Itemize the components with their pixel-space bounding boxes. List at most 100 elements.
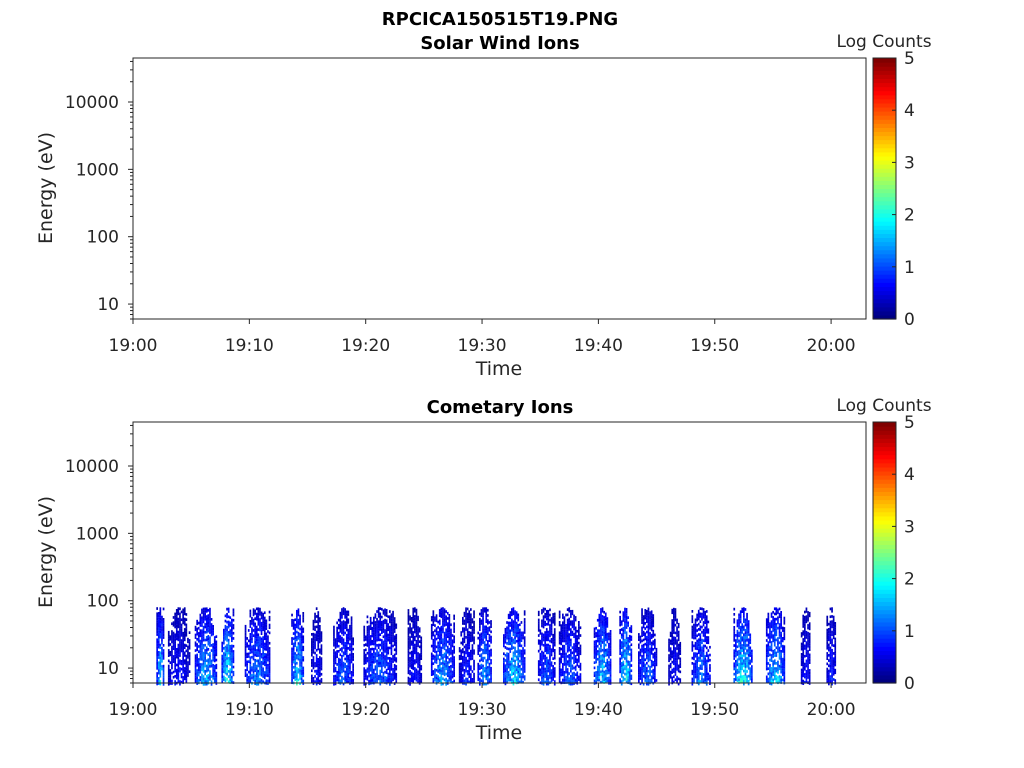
burst-cell [172, 655, 175, 658]
burst-cell [435, 629, 438, 633]
burst-cell [172, 675, 175, 679]
burst-cell [445, 680, 447, 684]
burst-cell [650, 628, 653, 632]
burst-cell [704, 616, 706, 619]
burst-cell [562, 652, 564, 656]
burst-cell [336, 655, 338, 658]
burst-cell [440, 633, 443, 637]
burst-cell [627, 663, 629, 666]
burst [638, 607, 658, 686]
burst-cell [622, 671, 625, 674]
burst-cell [601, 615, 604, 618]
burst-cell [622, 629, 625, 633]
burst-cell [701, 664, 703, 668]
burst-cell [479, 617, 481, 621]
burst-cell [552, 649, 554, 653]
colorbar-cell [873, 184, 896, 190]
burst-cell [345, 654, 348, 658]
burst-cell [483, 625, 486, 629]
burst-cell [410, 656, 413, 659]
burst-cell [299, 635, 301, 639]
burst-cell [606, 664, 609, 667]
burst-cell [392, 673, 394, 676]
burst-cell [677, 654, 680, 657]
burst-cell [255, 651, 258, 655]
burst-cell [512, 669, 515, 673]
burst-cell [342, 607, 345, 610]
burst-cell [523, 612, 526, 616]
burst-cell [512, 672, 515, 675]
burst-cell [229, 678, 232, 682]
burst-cell [341, 621, 343, 624]
burst-cell [483, 669, 486, 673]
burst-cell [669, 639, 672, 643]
burst-cell [373, 619, 375, 622]
burst-cell [412, 677, 415, 681]
burst-cell [171, 630, 173, 633]
burst-cell [159, 643, 162, 647]
burst-cell [374, 647, 377, 650]
burst-cell [296, 630, 298, 634]
burst-cell [299, 632, 301, 636]
burst-cell [479, 625, 481, 629]
burst-cell [620, 656, 623, 660]
burst-cell [350, 678, 353, 682]
burst-cell [442, 617, 444, 621]
burst-cell [696, 618, 698, 622]
burst-cell [202, 615, 205, 619]
burst-cell [363, 675, 366, 678]
burst-cell [291, 660, 293, 664]
burst-cell [571, 651, 574, 655]
burst-cell [161, 667, 163, 671]
burst-cell [483, 667, 486, 670]
burst-cell [522, 657, 524, 661]
burst-cell [202, 644, 205, 647]
burst-cell [509, 639, 512, 643]
burst-cell [465, 607, 467, 611]
burst-cell [552, 615, 554, 619]
burst-cell [183, 607, 186, 610]
burst-cell [453, 679, 455, 683]
burst-cell [517, 634, 520, 637]
burst-cell [379, 654, 382, 657]
burst-cell [167, 643, 170, 647]
burst-cell [385, 629, 388, 633]
burst-cell [506, 629, 508, 632]
burst-cell [479, 659, 481, 663]
colorbar-cell [873, 286, 896, 292]
burst-cell [157, 614, 160, 618]
burst-cell [177, 630, 180, 634]
colorbar-tick-label: 3 [904, 153, 915, 173]
burst-cell [600, 628, 602, 632]
burst-cell [201, 668, 203, 672]
burst-cell [552, 670, 554, 673]
burst-cell [366, 625, 369, 629]
burst-cell [414, 609, 416, 613]
burst-cell [412, 620, 415, 624]
burst-cell [480, 637, 483, 641]
burst-cell [448, 647, 451, 651]
burst-cell [177, 669, 180, 673]
burst-cell [417, 654, 419, 658]
burst-cell [638, 646, 640, 649]
burst-cell [649, 626, 651, 630]
burst-cell [701, 615, 703, 618]
burst-cell [545, 609, 548, 613]
burst-cell [420, 657, 423, 660]
burst-cell [221, 644, 224, 647]
burst-cell [600, 680, 602, 684]
burst-cell [262, 638, 264, 642]
burst-cell [333, 677, 335, 681]
burst-cell [598, 655, 601, 659]
burst-cell [260, 629, 263, 633]
burst-cell [440, 649, 443, 652]
burst-cell [334, 638, 337, 641]
burst-cell [453, 669, 455, 672]
burst-cell [319, 617, 321, 620]
burst-cell [268, 631, 271, 635]
burst-cell [509, 673, 512, 677]
burst-cell [420, 646, 423, 650]
burst-cell [207, 658, 210, 662]
burst-cell [517, 626, 520, 630]
burst-cell [183, 659, 186, 662]
